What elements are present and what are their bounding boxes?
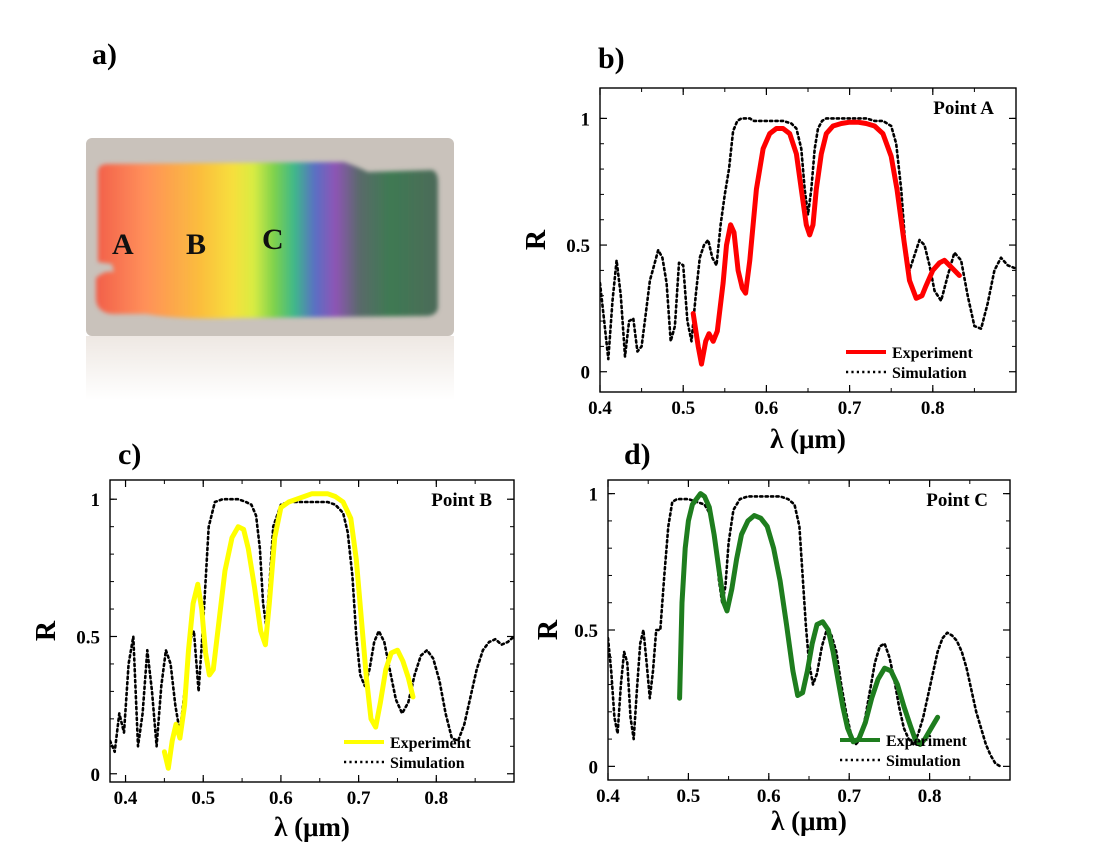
sample-photo-graphic: A B C <box>86 138 454 400</box>
panel-label-b: b) <box>598 42 625 75</box>
x-tick-label: 0.5 <box>191 788 215 809</box>
point-label-a: A <box>112 228 134 261</box>
x-tick-label: 0.5 <box>677 786 701 807</box>
x-tick-label: 0.8 <box>921 398 945 419</box>
x-tick-label: 0.6 <box>755 398 779 419</box>
chart-d: 0.4 0.5 0.6 0.7 0.8 0 0.5 1 λ (μm) R Point C Experi… <box>533 479 1011 836</box>
legend-label-experiment: Experiment <box>390 735 472 752</box>
panel-label-a: a) <box>92 38 117 71</box>
y-tick-label: 0 <box>581 363 591 384</box>
x-tick-label: 0.7 <box>837 786 861 807</box>
legend-label-simulation: Simulation <box>390 755 465 772</box>
plot-frame <box>109 479 515 783</box>
series-experiment-line <box>161 491 416 771</box>
x-tick-label: 0.8 <box>918 786 942 807</box>
x-tick-label: 0.8 <box>424 788 448 809</box>
x-axis-label: λ (μm) <box>274 812 350 842</box>
chart-b: 0.4 0.5 0.6 0.7 0.8 0 0.5 1 λ (μm) R Point A Experi… <box>521 87 1017 454</box>
series-simulation-line <box>608 495 1002 768</box>
colored-film <box>96 162 438 319</box>
legend-label-experiment: Experiment <box>886 733 968 750</box>
panel-label-d: d) <box>624 438 651 471</box>
x-tick-label: 0.6 <box>269 788 293 809</box>
x-tick-label: 0.6 <box>757 786 781 807</box>
point-label-c: C <box>262 223 284 256</box>
legend-label-simulation: Simulation <box>886 753 961 770</box>
x-tick-label: 0.4 <box>588 398 612 419</box>
legend-label-experiment: Experiment <box>892 345 974 362</box>
chart-c: 0.4 0.5 0.6 0.7 0.8 0 0.5 1 λ (μm) R Point B Experi… <box>31 479 515 842</box>
y-axis-label: R <box>31 620 62 641</box>
y-axis-label: R <box>521 229 552 250</box>
y-tick-label: 0 <box>589 757 599 778</box>
y-tick-label: 1 <box>91 490 101 511</box>
y-tick-label: 0.5 <box>574 621 598 642</box>
y-tick-label: 1 <box>589 485 599 506</box>
x-axis-label: λ (μm) <box>770 424 846 454</box>
point-label-b: B <box>186 228 206 261</box>
point-annotation: Point C <box>926 490 988 511</box>
y-axis-label: R <box>533 619 564 640</box>
y-tick-label: 1 <box>581 109 591 130</box>
y-tick-label: 0 <box>91 765 101 786</box>
y-tick-label: 0.5 <box>566 236 590 257</box>
point-annotation: Point B <box>431 490 492 511</box>
x-axis-label: λ (μm) <box>771 806 847 836</box>
x-tick-label: 0.7 <box>347 788 371 809</box>
series-experiment-line <box>690 119 962 367</box>
x-tick-label: 0.4 <box>114 788 138 809</box>
series-experiment-line <box>677 491 941 747</box>
x-tick-label: 0.4 <box>596 786 620 807</box>
panel-label-c: c) <box>118 438 142 471</box>
legend-label-simulation: Simulation <box>892 365 967 382</box>
y-tick-label: 0.5 <box>76 627 100 648</box>
x-tick-label: 0.7 <box>838 398 862 419</box>
x-tick-label: 0.5 <box>671 398 695 419</box>
point-annotation: Point A <box>933 98 994 119</box>
series-simulation-line <box>600 117 1016 361</box>
sample-photo: A B C <box>86 138 454 400</box>
series-simulation-line <box>110 497 514 754</box>
